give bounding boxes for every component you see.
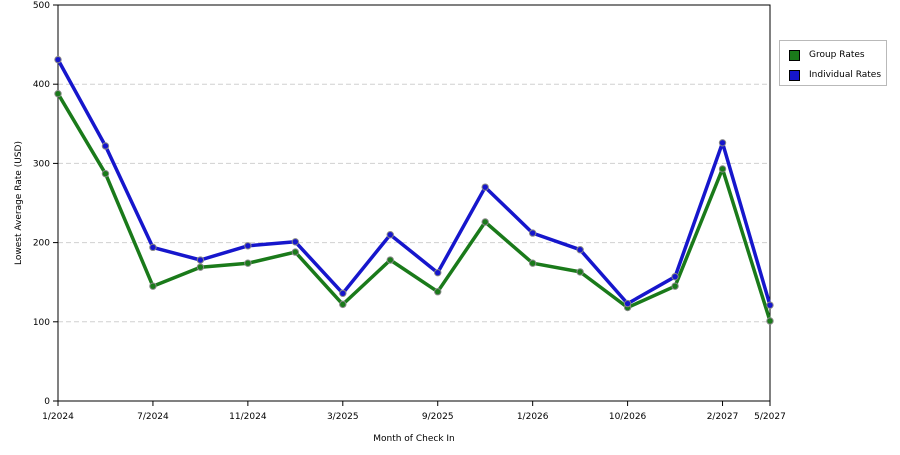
x-tick-label: 5/2027 <box>754 412 786 422</box>
legend-swatch-individual-rates <box>789 69 800 81</box>
data-point-individual-rates <box>576 246 584 254</box>
data-point-group-rates <box>149 282 157 290</box>
x-tick-label: 11/2024 <box>229 412 267 422</box>
data-point-group-rates <box>101 169 110 178</box>
x-tick-label: 1/2026 <box>517 412 549 422</box>
y-tick-label: 500 <box>33 1 50 11</box>
data-point-group-rates <box>528 259 537 267</box>
data-point-individual-rates <box>101 142 110 150</box>
gridlines <box>58 83 770 323</box>
legend-label-individual-rates: Individual Rates <box>809 70 882 80</box>
x-tick-label: 10/2026 <box>609 412 647 422</box>
x-tick-label: 9/2025 <box>422 412 454 422</box>
data-point-group-rates <box>671 282 679 290</box>
y-tick-label: 100 <box>33 318 50 328</box>
data-point-individual-rates <box>291 238 300 246</box>
legend-item-individual-rates: Individual Rates <box>789 68 881 82</box>
data-point-individual-rates <box>766 301 774 309</box>
data-point-individual-rates <box>54 55 62 64</box>
x-tick-label: 2/2027 <box>707 412 739 422</box>
series <box>54 55 774 325</box>
legend-label-group-rates: Group Rates <box>809 50 865 60</box>
data-point-group-rates <box>434 288 442 296</box>
data-point-individual-rates <box>434 268 442 277</box>
y-tick-label: 400 <box>33 80 50 90</box>
data-point-group-rates <box>339 300 347 309</box>
plot-area-frame <box>57 4 771 402</box>
series-line-group-rates <box>56 92 772 322</box>
legend-item-group-rates: Group Rates <box>789 48 865 62</box>
series-line-individual-rates <box>56 58 772 306</box>
data-point-group-rates <box>718 165 727 173</box>
y-tick-label: 300 <box>33 159 50 169</box>
legend-swatch-group-rates <box>789 49 800 61</box>
x-tick-label: 1/2024 <box>42 412 74 422</box>
x-tick-label: 7/2024 <box>137 412 169 422</box>
x-tick-label: 3/2025 <box>327 412 359 422</box>
data-point-individual-rates <box>481 183 489 191</box>
data-point-individual-rates <box>528 229 537 237</box>
data-point-group-rates <box>54 90 62 98</box>
data-point-group-rates <box>196 263 205 271</box>
data-point-individual-rates <box>623 299 632 308</box>
data-point-individual-rates <box>244 242 252 250</box>
data-point-individual-rates <box>671 272 679 281</box>
legend: Group Rates Individual Rates <box>779 40 887 86</box>
data-point-individual-rates <box>149 243 157 252</box>
y-tick-label: 0 <box>44 397 50 407</box>
data-point-group-rates <box>244 259 252 267</box>
data-point-group-rates <box>766 317 774 325</box>
data-point-individual-rates <box>386 230 394 239</box>
data-point-individual-rates <box>718 139 727 147</box>
data-point-group-rates <box>291 248 300 256</box>
x-axis-title: Month of Check In <box>373 434 455 444</box>
data-point-group-rates <box>386 256 394 264</box>
data-point-individual-rates <box>196 256 205 264</box>
y-tick-label: 200 <box>33 239 50 249</box>
axes: 0 100 200 300 400 500 1/2024 7/2024 11/2024 3/202… <box>33 1 786 422</box>
data-point-group-rates <box>576 268 584 276</box>
data-point-individual-rates <box>339 289 347 297</box>
y-axis-title: Lowest Average Rate (USD) <box>14 141 24 265</box>
data-point-group-rates <box>481 218 489 226</box>
